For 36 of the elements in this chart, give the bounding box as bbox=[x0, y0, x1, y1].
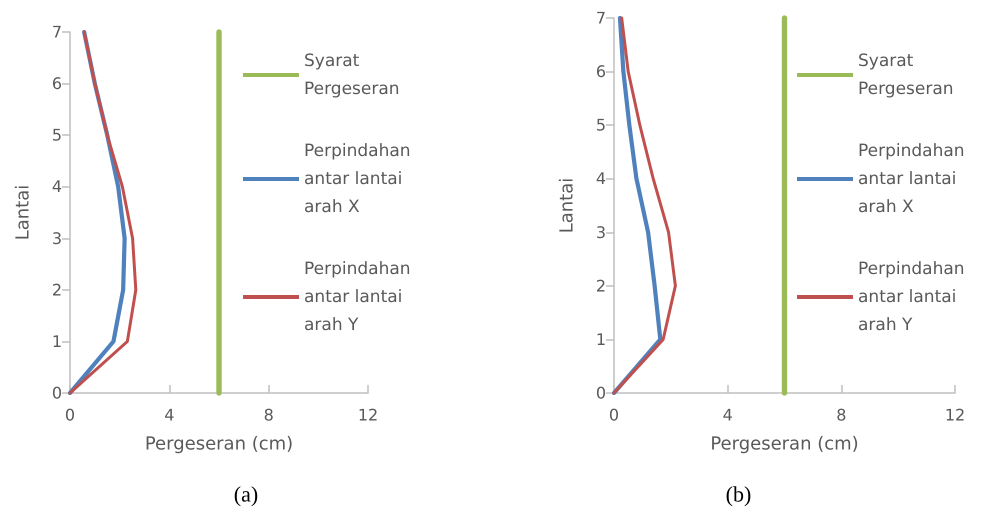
legend-label: Perpindahan antar lantai arah Y bbox=[304, 259, 416, 335]
text: (b) bbox=[726, 482, 752, 506]
y-axis-title: Lantai bbox=[556, 178, 578, 234]
x-axis-title: Pergeseran (cm) bbox=[710, 434, 859, 454]
legend-label: Syarat Pergeseran bbox=[304, 51, 400, 99]
legend-label: Syarat Pergeseran bbox=[858, 51, 954, 99]
y-tick-label: 1 bbox=[596, 330, 606, 349]
y-tick-label: 4 bbox=[52, 177, 62, 196]
x-axis-title: Pergeseran (cm) bbox=[144, 434, 294, 454]
y-tick-label: 6 bbox=[596, 62, 606, 82]
x-tick-label: 4 bbox=[164, 406, 174, 424]
y-tick-label: 7 bbox=[52, 22, 62, 42]
y-tick-label: 2 bbox=[52, 280, 62, 300]
y-tick-label: 0 bbox=[52, 384, 62, 402]
x-tick-label: 8 bbox=[836, 406, 846, 424]
x-tick-label: 0 bbox=[608, 406, 620, 424]
legend-label: Perpindahan antar lantai arah X bbox=[304, 141, 416, 217]
text: (a) bbox=[234, 482, 258, 506]
y-tick-label: 4 bbox=[596, 169, 606, 188]
y-tick-label: 6 bbox=[52, 74, 62, 94]
y-tick-label: 3 bbox=[52, 228, 62, 248]
x-tick-label: 4 bbox=[722, 406, 733, 424]
y-tick-label: 0 bbox=[596, 384, 606, 402]
y-axis-title: Lantai bbox=[12, 184, 34, 240]
y-tick-label: 5 bbox=[596, 116, 606, 135]
y-tick-label: 3 bbox=[596, 222, 606, 242]
x-tick-label: 12 bbox=[944, 406, 966, 424]
y-tick-label: 1 bbox=[52, 332, 62, 351]
x-tick-label: 0 bbox=[64, 406, 76, 424]
y-tick-label: 5 bbox=[52, 126, 62, 145]
y-tick-label: 2 bbox=[596, 276, 606, 296]
y-tick-label: 7 bbox=[596, 8, 606, 28]
legend-label: Perpindahan antar lantai arah X bbox=[858, 141, 970, 217]
x-tick-label: 8 bbox=[264, 406, 274, 424]
legend-label: Perpindahan antar lantai arah Y bbox=[858, 259, 970, 335]
x-tick-label: 12 bbox=[358, 406, 378, 424]
